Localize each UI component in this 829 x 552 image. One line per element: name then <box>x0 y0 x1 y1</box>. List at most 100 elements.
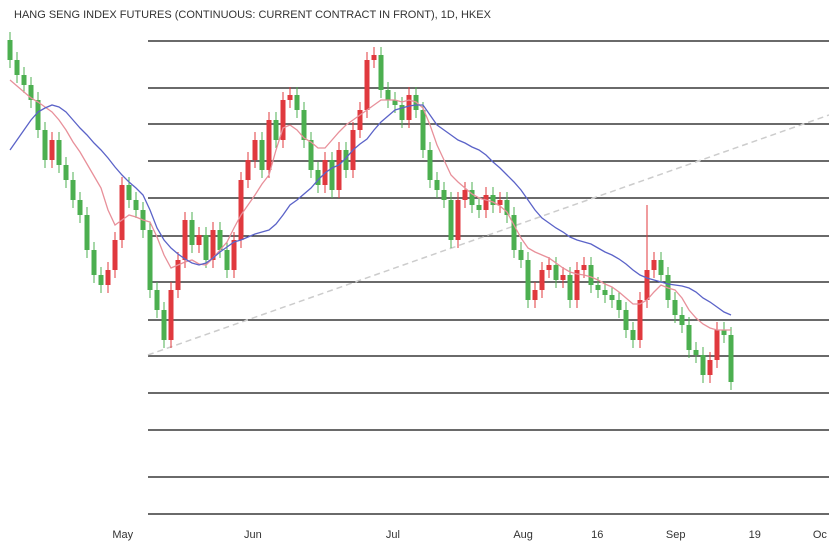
candle-body <box>168 290 174 340</box>
candle-body <box>700 355 706 375</box>
candle-body <box>497 200 503 205</box>
candle-body <box>525 260 531 300</box>
candle-body <box>273 120 279 140</box>
candle-body <box>336 150 342 190</box>
candle-body <box>14 60 20 75</box>
candle-body <box>539 270 545 290</box>
candle-body <box>448 200 454 240</box>
candle-body <box>651 260 657 270</box>
candle-body <box>532 290 538 300</box>
candle-body <box>693 350 699 355</box>
candle-body <box>364 60 370 110</box>
candle-body <box>182 220 188 260</box>
candle-body <box>301 110 307 140</box>
candle-body <box>679 315 685 325</box>
x-tick-label: 16 <box>591 529 603 541</box>
candle-body <box>77 200 83 215</box>
candle-body <box>476 205 482 210</box>
candle-body <box>210 230 216 260</box>
candle-body <box>224 250 230 270</box>
candle-body <box>371 55 377 60</box>
candle-body <box>546 265 552 270</box>
candle-body <box>399 105 405 120</box>
candle-body <box>595 285 601 290</box>
moving-average <box>9 79 732 331</box>
candle-body <box>266 120 272 170</box>
candle-body <box>28 85 34 100</box>
candle-body <box>147 230 153 290</box>
candle-body <box>707 360 713 375</box>
candle-body <box>287 95 293 100</box>
candle-body <box>245 160 251 180</box>
candle-body <box>392 100 398 105</box>
candle-body <box>98 275 104 285</box>
candle-body <box>567 275 573 300</box>
candle-body <box>203 235 209 260</box>
x-tick-label: Oc <box>813 529 828 541</box>
candle-body <box>483 195 489 210</box>
candle-body <box>511 215 517 250</box>
candle-body <box>63 165 69 180</box>
trendline <box>147 114 829 356</box>
candle-body <box>231 240 237 270</box>
candle-body <box>91 250 97 275</box>
x-tick-label: May <box>112 529 133 541</box>
candle-body <box>343 150 349 170</box>
candle-body <box>329 160 335 190</box>
candle-body <box>196 235 202 245</box>
candle-body <box>574 270 580 300</box>
candle-body <box>238 180 244 240</box>
x-tick-label: Sep <box>666 529 686 541</box>
candle-body <box>252 140 258 160</box>
candle-body <box>434 180 440 190</box>
candle-body <box>553 265 559 280</box>
candle-body <box>385 90 391 100</box>
candle-body <box>469 190 475 205</box>
candle-body <box>154 290 160 310</box>
x-tick-label: Aug <box>513 529 533 541</box>
candle-body <box>588 265 594 285</box>
candle-body <box>7 40 13 60</box>
moving-average <box>9 104 732 316</box>
candle-body <box>259 140 265 170</box>
candle-body <box>42 130 48 160</box>
candle-body <box>721 330 727 335</box>
candle-body <box>623 310 629 330</box>
candle-body <box>441 190 447 200</box>
candle-body <box>602 290 608 295</box>
candle-body <box>217 230 223 250</box>
candle-body <box>56 140 62 165</box>
candle-body <box>84 215 90 250</box>
candle-body <box>581 265 587 270</box>
candle-body <box>161 310 167 340</box>
candle-body <box>609 295 615 300</box>
x-tick-label: Jun <box>244 529 262 541</box>
candle-body <box>357 110 363 130</box>
candle-body <box>315 170 321 185</box>
candle-body <box>420 110 426 150</box>
candle-body <box>406 95 412 120</box>
candle-body <box>280 100 286 140</box>
candle-body <box>49 140 55 160</box>
candle-body <box>616 300 622 310</box>
candle-body <box>175 260 181 290</box>
candle-body <box>308 140 314 170</box>
x-tick-label: Jul <box>386 529 400 541</box>
candle-body <box>658 260 664 275</box>
candle-body <box>294 95 300 110</box>
x-tick-label: 19 <box>749 529 761 541</box>
candle-body <box>189 220 195 245</box>
candle-body <box>637 300 643 340</box>
chart-title: HANG SENG INDEX FUTURES (CONTINUOUS: CUR… <box>14 9 492 21</box>
candle-body <box>714 330 720 360</box>
candle-body <box>686 325 692 350</box>
candle-body <box>455 200 461 240</box>
candle-body <box>644 270 650 300</box>
candle-body <box>119 185 125 240</box>
candle-body <box>490 195 496 205</box>
candle-body <box>126 185 132 200</box>
candle-body <box>378 55 384 90</box>
